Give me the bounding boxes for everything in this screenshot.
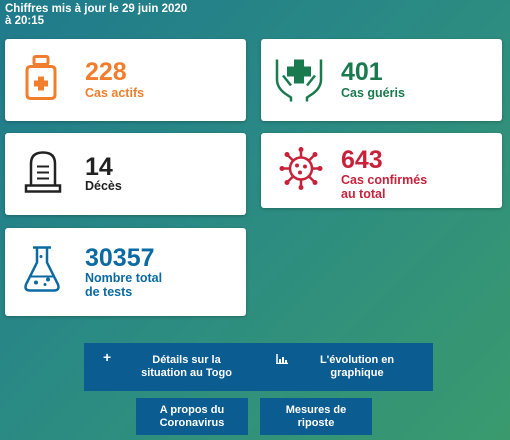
- deaths-value: 14: [85, 153, 113, 181]
- evolution-chart-button[interactable]: L'évolution en graphique: [268, 347, 428, 387]
- response-measures-button[interactable]: Mesures de riposte: [260, 398, 372, 435]
- recovered-cases-value: 401: [341, 58, 383, 86]
- action-bar: [84, 343, 433, 391]
- last-update-text: Chiffres mis à jour le 29 juin 2020 à 20…: [5, 3, 225, 27]
- hands-cross-icon: [273, 54, 325, 107]
- bar-chart-icon: [276, 354, 288, 368]
- update-line-1: Chiffres mis à jour le 29 juin 2020: [5, 3, 188, 15]
- plus-icon: +: [103, 349, 112, 365]
- recovered-cases-label: Cas guéris: [341, 86, 405, 100]
- confirmed-cases-label: Cas confirmés au total: [341, 173, 428, 201]
- confirmed-cases-card: 643 Cas confirmés au total: [261, 133, 502, 208]
- active-cases-card: 228 Cas actifs: [5, 39, 246, 121]
- tests-value: 30357: [85, 244, 155, 272]
- medicine-bottle-icon: [23, 55, 59, 106]
- tests-label: Nombre total de tests: [85, 271, 163, 299]
- deaths-label: Décès: [85, 179, 122, 193]
- active-cases-label: Cas actifs: [85, 86, 145, 100]
- flask-icon: [23, 245, 61, 300]
- about-coronavirus-button[interactable]: A propos du Coronavirus: [136, 398, 248, 435]
- virus-icon: [279, 146, 323, 195]
- tests-card: 30357 Nombre total de tests: [5, 228, 246, 316]
- active-cases-value: 228: [85, 58, 127, 86]
- update-line-2: à 20:15: [5, 15, 45, 27]
- details-situation-button[interactable]: + Détails sur la situation au Togo: [103, 349, 232, 379]
- tombstone-icon: [23, 150, 63, 199]
- recovered-cases-card: 401 Cas guéris: [261, 39, 502, 121]
- confirmed-cases-value: 643: [341, 146, 383, 174]
- deaths-card: 14 Décès: [5, 133, 246, 215]
